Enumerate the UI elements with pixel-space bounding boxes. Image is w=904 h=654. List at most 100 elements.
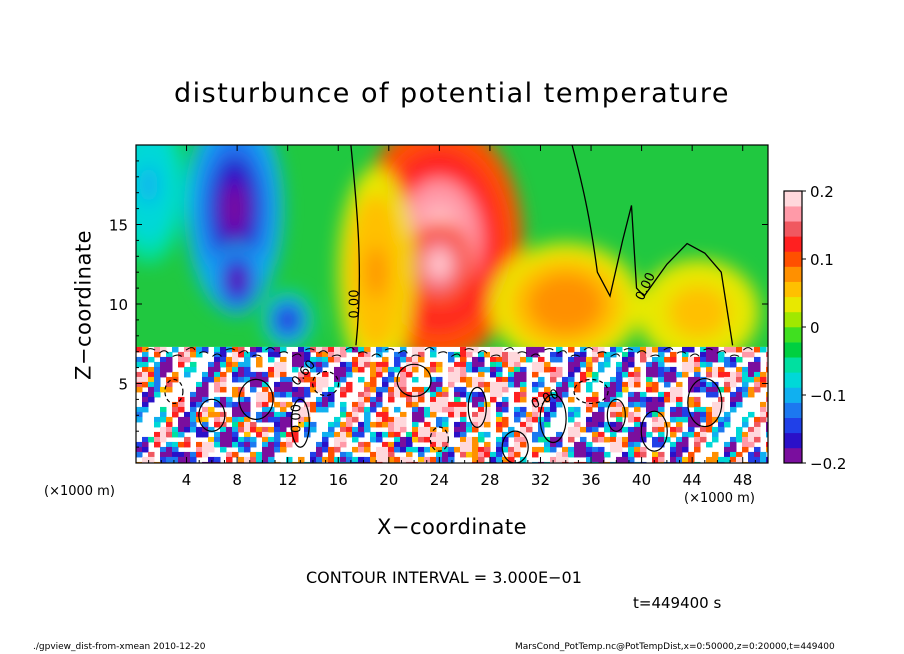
lower-cell [490,351,497,358]
lower-cell [292,366,299,373]
lower-cell [436,416,443,423]
lower-cell [298,416,305,423]
lower-cell [484,411,491,418]
lower-cell [262,401,269,408]
colorbar-tick-label: 0 [810,319,820,337]
lower-cell [616,361,623,368]
contour-line [198,351,209,354]
lower-cell [454,386,461,393]
lower-cell [622,456,629,463]
lower-cell [496,401,503,408]
lower-cell [382,416,389,423]
lower-cell [712,451,719,458]
contour-line [597,351,607,354]
lower-cell [706,361,713,368]
lower-cell [358,356,365,363]
lower-cell [724,371,731,378]
lower-cell [736,386,743,393]
colorbar-segment [784,191,802,207]
lower-cell [634,416,641,423]
lower-cell [154,366,161,373]
lower-cell [742,381,749,388]
lower-cell [436,431,443,438]
lower-cell [586,426,593,433]
lower-cell [220,361,227,368]
lower-cell [688,401,695,408]
lower-cell [628,431,635,438]
lower-cell [244,431,251,438]
contour-line [278,351,289,354]
lower-cell [328,431,335,438]
lower-cell [376,411,383,418]
lower-cell [400,421,407,428]
contour-line [729,354,740,357]
lower-cell [370,456,377,463]
lower-cell [514,406,521,413]
lower-cell [484,366,491,373]
lower-cell [184,356,191,363]
lower-cell [514,451,521,458]
contour-line [397,350,408,354]
lower-cell [196,441,203,448]
lower-cell [724,441,731,448]
lower-cell [358,366,365,373]
lower-cell [274,371,281,378]
lower-cell [658,396,665,403]
lower-cell [532,366,539,373]
lower-cell [154,386,161,393]
lower-cell [346,411,353,418]
lower-cell [736,451,743,458]
colorbar-segment [784,372,802,388]
lower-cell [712,406,719,413]
lower-cell [682,406,689,413]
lower-cell [652,411,659,418]
lower-cell [706,381,713,388]
lower-cell [316,356,323,363]
lower-cell [298,391,305,398]
lower-cell [568,381,575,388]
lower-cell [328,456,335,463]
lower-cell [256,451,263,458]
lower-cell [496,356,503,363]
lower-cell [460,446,467,453]
lower-cell [346,386,353,393]
lower-cell [748,426,755,433]
lower-cell [658,451,665,458]
lower-cell [568,436,575,443]
lower-cell [178,406,185,413]
lower-cell [742,421,749,428]
lower-cell [694,396,701,403]
lower-cell [358,396,365,403]
lower-cell [220,441,227,448]
lower-cell [280,421,287,428]
colorbar-tick-label: 0.1 [810,251,834,269]
lower-cell [340,436,347,443]
contour-line [716,350,727,354]
lower-cell [250,386,257,393]
lower-cell [730,451,737,458]
lower-cell [610,346,617,353]
colorbar-segment [784,417,802,434]
lower-cell [262,431,269,438]
lower-cell [550,401,557,408]
lower-cell [388,451,395,458]
lower-cell [430,441,437,448]
lower-cell [700,346,707,353]
lower-cell [394,361,401,368]
lower-cell [556,451,563,458]
lower-cell [634,366,641,373]
lower-cell [304,426,311,433]
lower-cell [442,451,449,458]
lower-cell [628,351,635,358]
lower-cell [706,391,713,398]
contour-line [238,350,249,354]
lower-cell [496,381,503,388]
lower-cell [670,371,677,378]
lower-cell [394,441,401,448]
lower-cell [340,401,347,408]
x-tick-label: 24 [430,471,449,489]
lower-cell [160,451,167,458]
lower-cell [214,456,221,463]
lower-cell [232,376,239,383]
lower-cell [358,441,365,448]
